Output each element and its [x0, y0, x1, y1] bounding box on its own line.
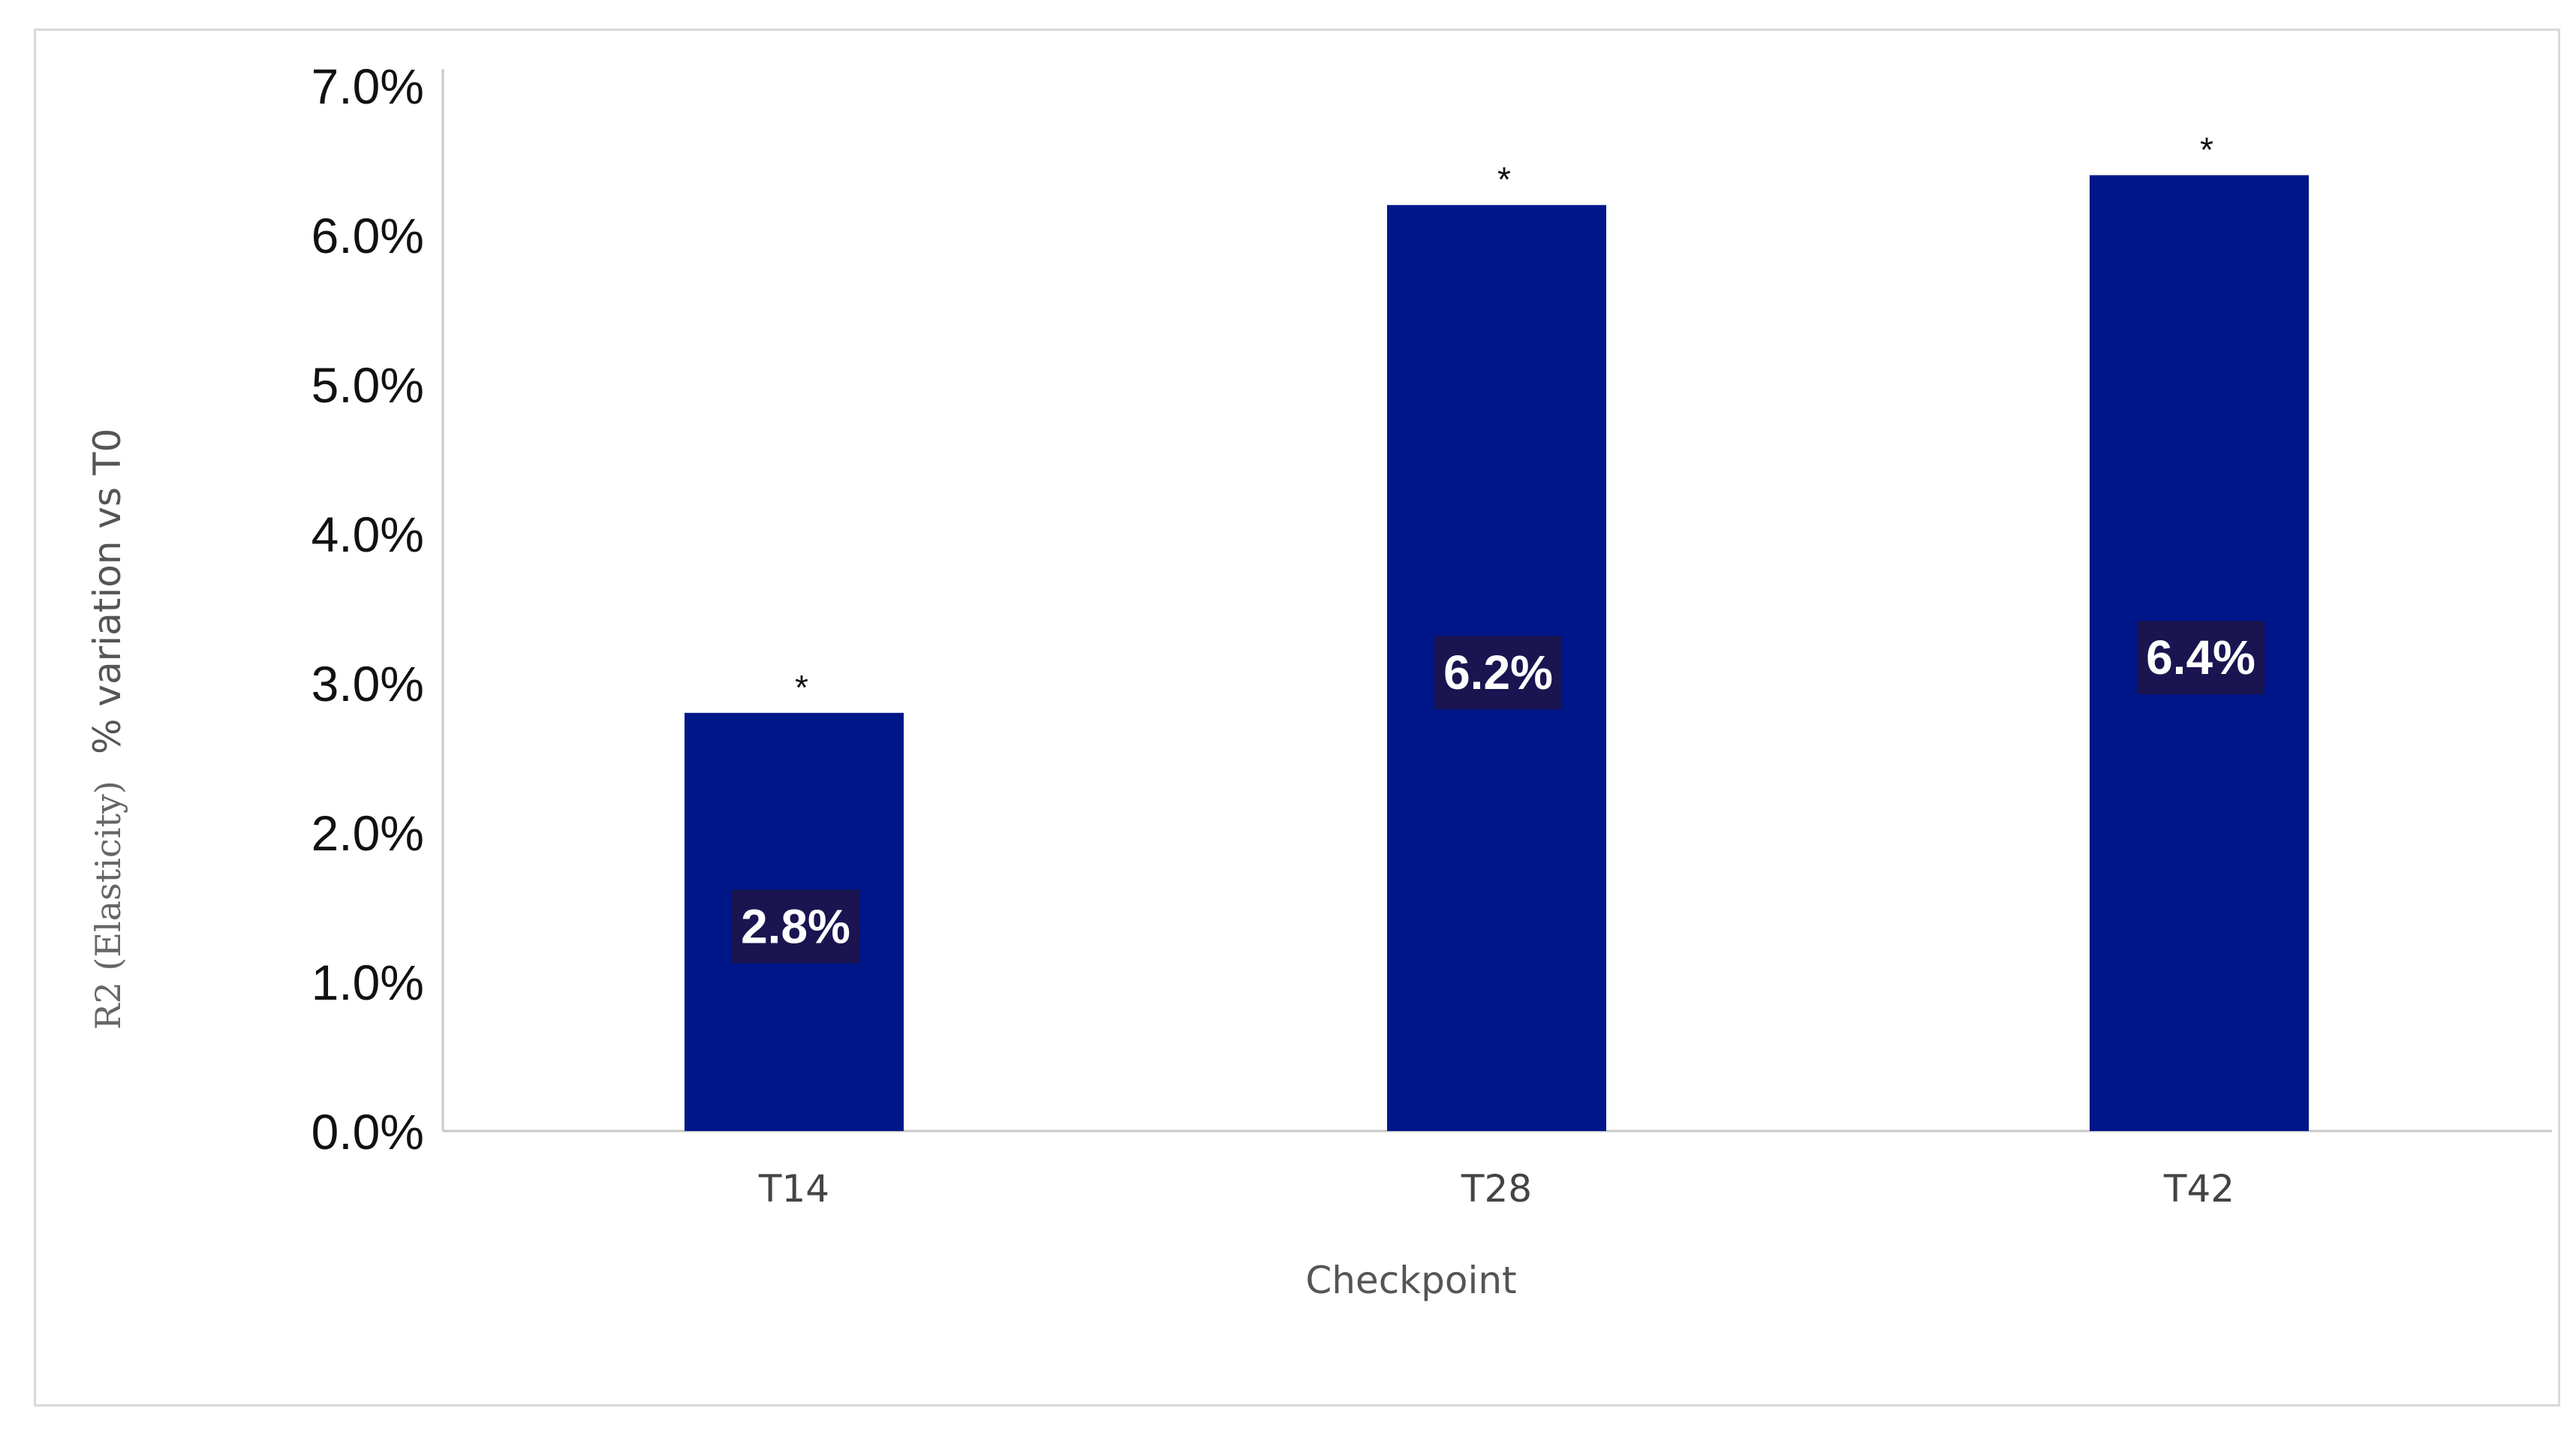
x-axis-title: Checkpoint [1305, 1259, 1516, 1302]
value-label-box [1434, 636, 1562, 710]
y-axis-title: % variation vs T0 [86, 429, 129, 754]
x-category-label: T14 [758, 1167, 829, 1211]
y-tick-label: 0.0% [311, 1104, 424, 1160]
significance-mark: * [2200, 130, 2213, 169]
value-label-box [732, 889, 859, 964]
value-label: 6.4% [2146, 630, 2256, 684]
bars: * 2.8% * 6.2% * 6.4% [685, 130, 2309, 1132]
significance-mark: * [1497, 160, 1511, 199]
y-tick-label: 4.0% [311, 507, 424, 562]
significance-mark: * [795, 668, 808, 707]
y-axis-ticks: 0.0% 1.0% 2.0% 3.0% 4.0% 5.0% 6.0% 7.0% [311, 59, 424, 1160]
y-axis-title-prefix: R2 (Elasticity) [88, 781, 128, 1030]
y-tick-label: 5.0% [311, 357, 424, 413]
y-tick-label: 7.0% [311, 59, 424, 114]
y-tick-label: 2.0% [311, 805, 424, 861]
value-label-box [2137, 621, 2265, 695]
value-label: 6.2% [1443, 645, 1553, 699]
y-tick-label: 6.0% [311, 208, 424, 263]
value-label: 2.8% [741, 899, 850, 953]
x-axis-categories: T14 T28 T42 [758, 1167, 2234, 1211]
x-category-label: T28 [1461, 1167, 1532, 1211]
y-tick-label: 1.0% [311, 955, 424, 1010]
y-tick-label: 3.0% [311, 656, 424, 711]
x-category-label: T42 [2163, 1167, 2234, 1211]
